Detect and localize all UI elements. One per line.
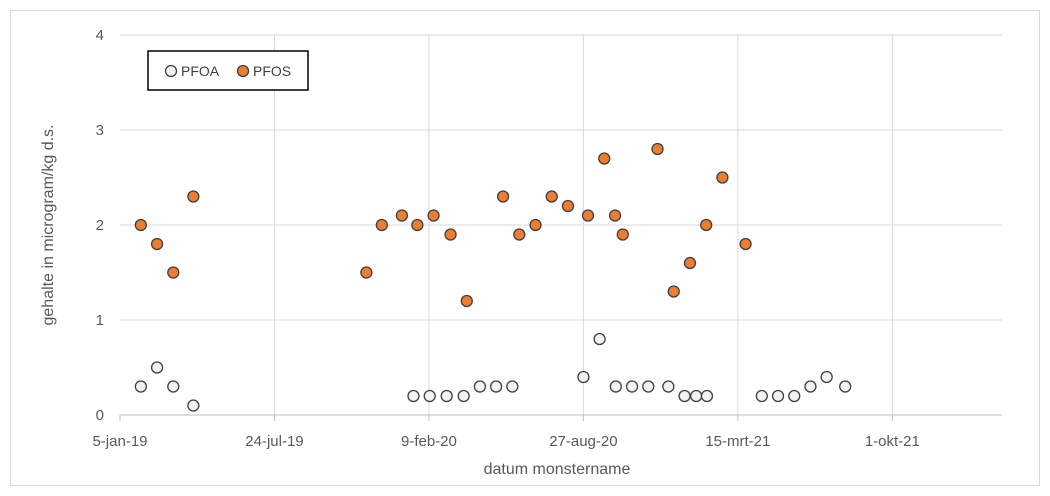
y-tick-labels: 0 1 2 3 4	[96, 27, 104, 424]
point-pfos	[716, 171, 729, 184]
point-pfoa	[642, 380, 655, 393]
point-pfos	[395, 209, 409, 222]
point-pfoa	[473, 380, 487, 393]
point-pfoa	[440, 389, 453, 403]
point-pfos	[700, 218, 713, 232]
point-pfos	[651, 142, 664, 156]
y-axis-title: gehalte in microgram/kg d.s.	[40, 125, 57, 326]
point-pfoa	[788, 389, 801, 403]
point-pfos	[667, 285, 680, 298]
point-pfoa	[187, 399, 200, 412]
gridlines	[120, 34, 1002, 415]
point-pfos	[739, 237, 752, 251]
point-pfos	[150, 237, 164, 251]
legend: PFOA PFOS	[147, 50, 309, 91]
point-pfoa	[700, 389, 714, 403]
y-tick-label: 0	[96, 407, 104, 424]
point-pfoa	[804, 380, 817, 393]
point-pfoa	[755, 389, 768, 403]
data-points	[134, 142, 852, 412]
point-pfoa	[662, 380, 675, 393]
point-pfoa	[690, 389, 703, 403]
point-pfoa	[839, 380, 852, 393]
point-pfos	[683, 256, 697, 270]
point-pfoa	[771, 389, 785, 403]
point-pfos	[529, 218, 542, 232]
point-pfos	[411, 218, 424, 232]
point-pfos	[360, 266, 373, 279]
x-tick-label: 15-mrt-21	[705, 433, 770, 450]
point-pfoa	[423, 389, 436, 403]
point-pfos	[134, 218, 148, 232]
point-pfos	[561, 199, 575, 213]
chart-frame	[10, 10, 1040, 486]
x-tick-label: 1-okt-21	[865, 433, 920, 450]
point-pfos	[598, 152, 611, 165]
point-pfoa	[134, 380, 148, 393]
point-pfoa	[820, 370, 833, 384]
point-pfos	[187, 190, 200, 203]
point-pfoa	[609, 380, 622, 393]
point-pfoa	[506, 380, 519, 393]
point-pfos	[545, 190, 558, 203]
point-pfoa	[625, 380, 639, 393]
x-tick-label: 9-feb-20	[401, 433, 457, 450]
point-pfoa	[407, 389, 420, 403]
point-pfoa	[167, 380, 180, 393]
x-axis-title: datum monstername	[484, 461, 631, 478]
point-pfos	[608, 209, 622, 222]
legend-marker-pfos	[236, 64, 250, 78]
point-pfos	[427, 209, 440, 222]
point-pfoa	[489, 380, 503, 393]
point-pfos	[513, 228, 526, 241]
point-pfos	[375, 218, 388, 232]
legend-label-pfos: PFOS	[253, 63, 291, 79]
y-tick-label: 1	[96, 312, 104, 329]
point-pfoa	[593, 332, 606, 346]
legend-label-pfoa: PFOA	[181, 63, 220, 79]
y-tick-label: 2	[96, 217, 104, 234]
point-pfos	[581, 209, 595, 222]
x-tick-label: 27-aug-20	[549, 433, 617, 450]
point-pfoa	[150, 361, 164, 374]
legend-marker-pfoa	[164, 64, 178, 78]
point-pfos	[167, 266, 180, 279]
point-pfoa	[678, 389, 691, 403]
point-pfos	[616, 228, 629, 241]
axes	[119, 414, 1002, 421]
x-tick-labels: 5-jan-19 24-jul-19 9-feb-20 27-aug-20 15-mrt…	[92, 433, 919, 450]
point-pfos	[460, 294, 473, 308]
y-tick-label: 3	[96, 122, 104, 139]
point-pfos	[496, 190, 510, 203]
point-pfoa	[577, 370, 590, 384]
x-tick-label: 24-jul-19	[245, 433, 303, 450]
point-pfos	[444, 228, 457, 241]
y-tick-label: 4	[96, 27, 104, 44]
x-tick-label: 5-jan-19	[92, 433, 147, 450]
point-pfoa	[457, 389, 470, 403]
